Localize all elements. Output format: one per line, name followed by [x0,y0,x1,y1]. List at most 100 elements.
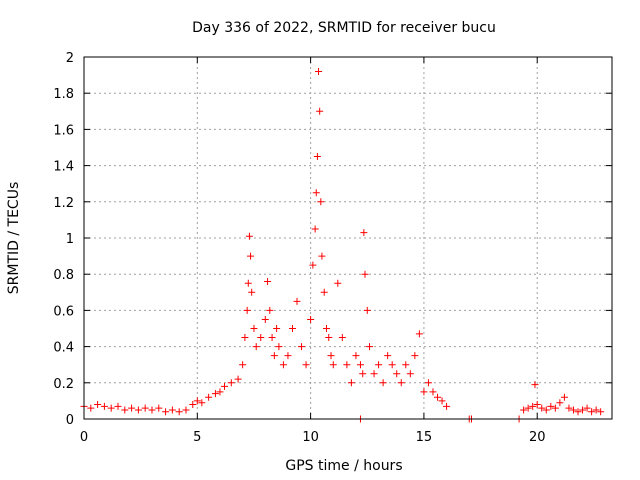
data-point [189,401,197,409]
data-point [542,406,550,414]
data-point [415,330,423,338]
data-point [315,67,323,75]
data-point [551,404,559,412]
data-point [248,288,256,296]
data-point [312,189,320,197]
data-point [343,361,351,369]
x-ticks: 0 5 10 15 20 [80,57,545,445]
data-point [424,379,432,387]
x-tick-label: 10 [302,430,319,445]
chart-title: Day 336 of 2022, SRMTID for receiver buc… [192,20,496,36]
data-point [193,397,201,405]
data-point [379,379,387,387]
data-point [334,279,342,287]
y-tick-label: 0.8 [53,268,74,283]
data-point [302,361,310,369]
y-tick-label: 0.2 [53,377,74,392]
x-tick-label: 5 [193,430,201,445]
data-point [227,379,235,387]
y-tick-label: 1 [66,232,74,247]
data-point [298,343,306,351]
data-point [583,404,591,412]
data-point [569,406,577,414]
data-point [352,352,360,360]
data-point [261,315,269,323]
data-point [317,198,325,206]
data-point [162,408,170,416]
data-point [257,334,265,342]
data-point [524,404,532,412]
data-point [288,325,296,332]
y-axis-label: SRMTID / TECUs [6,182,22,295]
data-point [443,402,451,410]
data-point [94,401,102,409]
data-point [168,406,176,414]
x-tick-label: 0 [80,430,88,445]
data-point [264,277,272,285]
data-point [429,388,437,396]
data-point [266,306,274,314]
data-point [114,402,122,410]
data-point [182,406,190,414]
data-point [411,352,419,360]
y-tick-label: 1.6 [53,123,74,138]
y-tick-label: 0.4 [53,341,74,356]
data-point [134,406,142,414]
data-point [239,361,247,369]
data-point [592,406,600,414]
data-point [148,406,156,414]
data-point [366,343,374,351]
data-point [560,393,568,401]
data-point [329,361,337,369]
data-point [273,325,281,332]
data-point [247,252,255,260]
data-point [347,379,355,387]
data-point [128,404,136,412]
data-point [327,352,335,360]
data-point [370,370,378,378]
data-point [284,352,292,360]
data-point [309,261,317,269]
data-point [529,402,537,410]
data-point [579,406,587,414]
data-point [275,343,283,351]
data-point [438,397,446,405]
y-ticks: 0 0.2 0.4 0.6 0.8 1 1.2 1.4 1.6 1.8 2 [53,51,612,428]
data-point [531,381,539,389]
data-point [252,343,260,351]
data-point [234,375,242,383]
data-point [325,334,333,342]
data-point [397,379,405,387]
data-point [361,270,369,278]
data-point [320,288,328,296]
data-point [244,279,252,287]
data-point [293,297,301,305]
data-point [268,334,276,342]
data-point [205,393,213,401]
data-point [245,232,253,240]
data-point [216,388,224,396]
y-tick-label: 0 [66,413,74,428]
data-point [311,225,319,233]
data-point [279,361,287,369]
data-point [597,408,605,416]
data-point [363,306,371,314]
data-point [211,390,219,398]
data-point [270,352,278,360]
data-point [565,404,573,412]
grid-lines [84,57,612,419]
data-point [402,361,410,369]
data-point [198,399,206,407]
y-tick-label: 1.2 [53,196,74,211]
data-point [241,334,249,342]
data-point [175,408,183,416]
data-points [80,67,605,423]
data-point [360,229,368,237]
data-point [307,315,315,323]
data-point [243,306,251,314]
x-axis-label: GPS time / hours [285,458,402,474]
data-point [313,153,321,161]
data-point [87,404,95,412]
data-point [434,393,442,401]
